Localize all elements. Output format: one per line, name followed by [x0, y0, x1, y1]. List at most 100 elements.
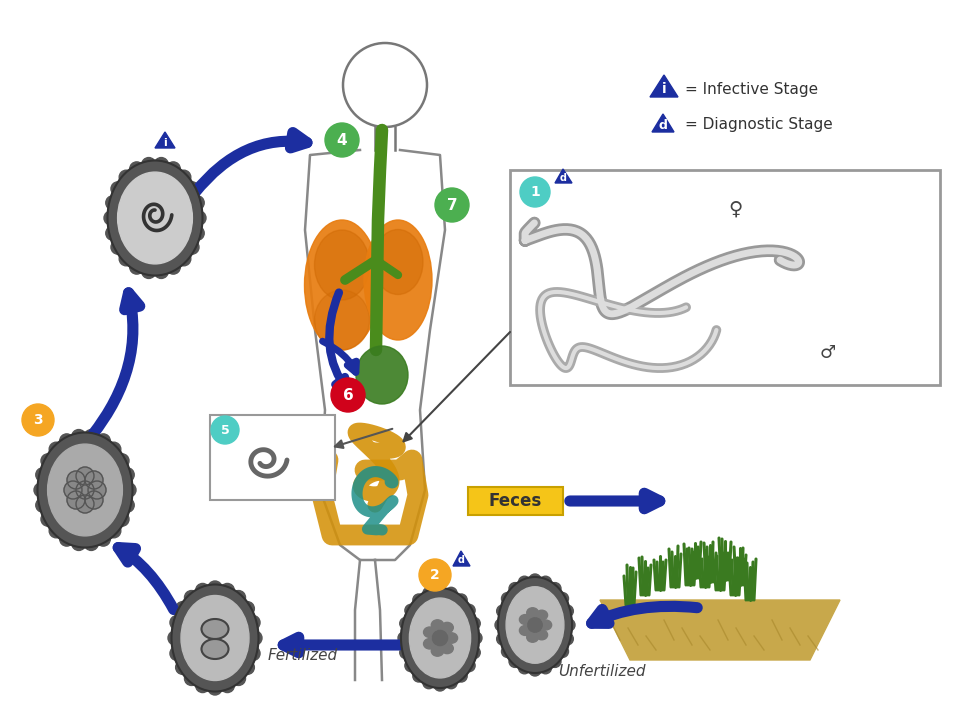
Circle shape: [557, 593, 568, 605]
Circle shape: [468, 618, 480, 629]
Text: Fertilized: Fertilized: [268, 649, 338, 664]
Circle shape: [85, 471, 103, 489]
Circle shape: [190, 226, 204, 240]
Circle shape: [221, 583, 234, 598]
Circle shape: [60, 532, 74, 546]
Circle shape: [413, 594, 425, 606]
Circle shape: [529, 574, 541, 586]
Text: 7: 7: [446, 197, 457, 212]
Circle shape: [166, 162, 180, 176]
Text: = Diagnostic Stage: = Diagnostic Stage: [685, 117, 832, 132]
Ellipse shape: [202, 639, 228, 659]
Circle shape: [41, 454, 55, 468]
Circle shape: [49, 524, 63, 538]
Circle shape: [455, 670, 468, 682]
Circle shape: [221, 678, 234, 693]
Ellipse shape: [498, 577, 572, 673]
Circle shape: [196, 583, 209, 598]
Ellipse shape: [373, 230, 423, 294]
Circle shape: [142, 158, 156, 171]
Text: ♀: ♀: [728, 200, 742, 219]
Circle shape: [549, 655, 561, 667]
Ellipse shape: [445, 633, 458, 643]
Circle shape: [115, 454, 129, 468]
Circle shape: [563, 619, 575, 631]
Circle shape: [130, 162, 144, 176]
Circle shape: [130, 260, 144, 274]
Circle shape: [176, 660, 190, 675]
Text: Feces: Feces: [489, 492, 542, 510]
Circle shape: [246, 647, 260, 660]
Circle shape: [142, 264, 156, 279]
Ellipse shape: [527, 608, 539, 618]
Circle shape: [84, 536, 98, 551]
Ellipse shape: [181, 595, 249, 680]
Circle shape: [325, 123, 359, 157]
Circle shape: [501, 593, 514, 605]
Text: 5: 5: [221, 423, 229, 436]
Circle shape: [41, 512, 55, 526]
Polygon shape: [652, 114, 674, 132]
Circle shape: [248, 631, 262, 645]
Circle shape: [49, 442, 63, 456]
Circle shape: [399, 647, 412, 659]
Circle shape: [399, 618, 412, 629]
Circle shape: [419, 559, 451, 591]
Text: d: d: [560, 173, 566, 183]
Circle shape: [96, 434, 110, 448]
Ellipse shape: [48, 444, 123, 536]
Circle shape: [562, 605, 573, 617]
Circle shape: [445, 677, 457, 689]
Circle shape: [432, 631, 447, 646]
Circle shape: [422, 588, 435, 599]
Ellipse shape: [202, 619, 228, 639]
Text: Unfertilized: Unfertilized: [558, 665, 645, 680]
Circle shape: [540, 662, 551, 674]
Circle shape: [463, 660, 475, 672]
Circle shape: [240, 660, 254, 675]
Text: 1: 1: [530, 185, 540, 199]
Ellipse shape: [536, 610, 547, 620]
Circle shape: [211, 416, 239, 444]
Circle shape: [208, 681, 222, 695]
Circle shape: [111, 240, 125, 254]
Circle shape: [185, 240, 199, 254]
Circle shape: [434, 679, 446, 691]
Circle shape: [557, 645, 568, 657]
Circle shape: [96, 532, 110, 546]
Circle shape: [107, 442, 121, 456]
Text: 3: 3: [34, 413, 43, 427]
Circle shape: [445, 588, 457, 599]
Circle shape: [72, 430, 85, 444]
Circle shape: [76, 481, 94, 499]
Polygon shape: [555, 169, 572, 183]
Circle shape: [60, 434, 74, 448]
Circle shape: [509, 582, 521, 595]
Circle shape: [64, 481, 82, 499]
Ellipse shape: [37, 433, 132, 547]
Circle shape: [540, 576, 551, 588]
Polygon shape: [600, 600, 840, 660]
Circle shape: [85, 491, 103, 509]
Ellipse shape: [315, 230, 370, 300]
Circle shape: [398, 632, 410, 644]
Ellipse shape: [315, 290, 370, 350]
Bar: [468, 487, 563, 515]
Ellipse shape: [356, 346, 408, 404]
Text: ♂: ♂: [820, 344, 836, 362]
Circle shape: [170, 647, 184, 660]
Circle shape: [185, 182, 199, 196]
Circle shape: [106, 196, 120, 210]
Circle shape: [72, 536, 85, 551]
Circle shape: [240, 602, 254, 616]
Circle shape: [520, 177, 550, 207]
Circle shape: [509, 655, 521, 667]
Circle shape: [22, 404, 54, 436]
Circle shape: [168, 631, 182, 645]
Polygon shape: [453, 551, 470, 566]
Text: 6: 6: [343, 387, 353, 402]
Text: = Infective Stage: = Infective Stage: [685, 81, 818, 96]
Ellipse shape: [441, 643, 453, 654]
Bar: [510, 170, 940, 385]
Circle shape: [455, 594, 468, 606]
